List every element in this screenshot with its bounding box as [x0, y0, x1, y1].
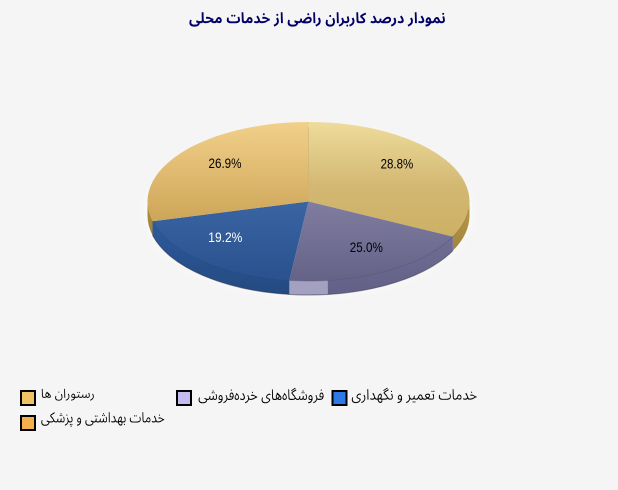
svg-text:26.9%: 26.9%	[209, 155, 242, 171]
svg-text:25.0%: 25.0%	[350, 239, 383, 255]
svg-text:19.2%: 19.2%	[208, 229, 242, 245]
svg-text:28.8%: 28.8%	[381, 156, 414, 172]
